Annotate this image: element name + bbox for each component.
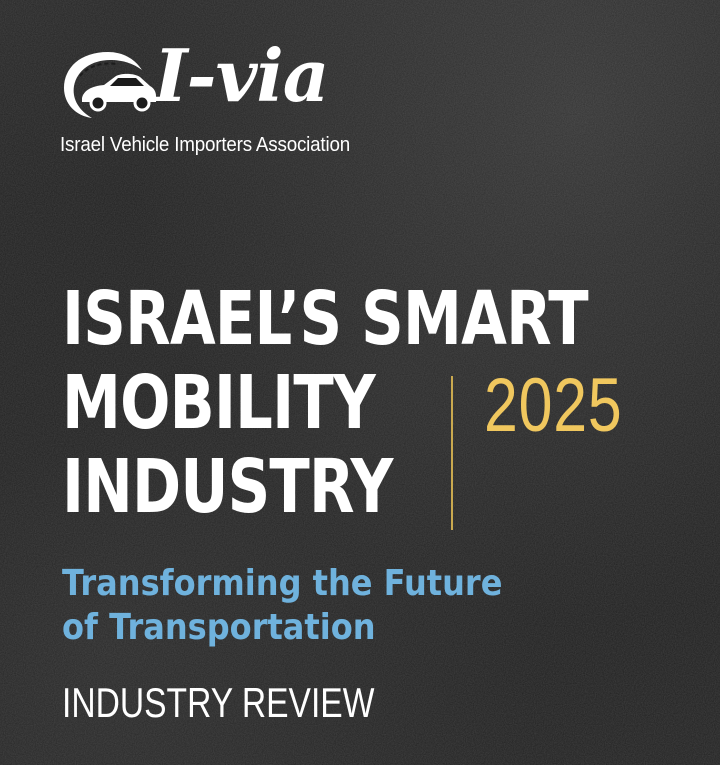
industry-review-label: INDUSTRY REVIEW (62, 679, 375, 726)
title-line-2: MOBILITY (62, 360, 376, 446)
subtitle: Transforming the Future of Transportatio… (62, 562, 596, 650)
subtitle-line-2: of Transportation (62, 607, 376, 648)
title-line-1: ISRAEL’S SMART (62, 276, 589, 362)
subtitle-line-1: Transforming the Future (62, 563, 503, 604)
title-line-3: INDUSTRY (62, 444, 393, 530)
logo-tagline: Israel Vehicle Importers Association (60, 134, 351, 156)
report-year: 2025 (484, 363, 623, 448)
logo-wordmark: I-via (154, 33, 329, 118)
title-divider (451, 376, 453, 530)
ivia-logo: I-via Israel Vehicle Importers Associati… (58, 40, 378, 166)
car-road-emblem-icon (64, 52, 156, 118)
